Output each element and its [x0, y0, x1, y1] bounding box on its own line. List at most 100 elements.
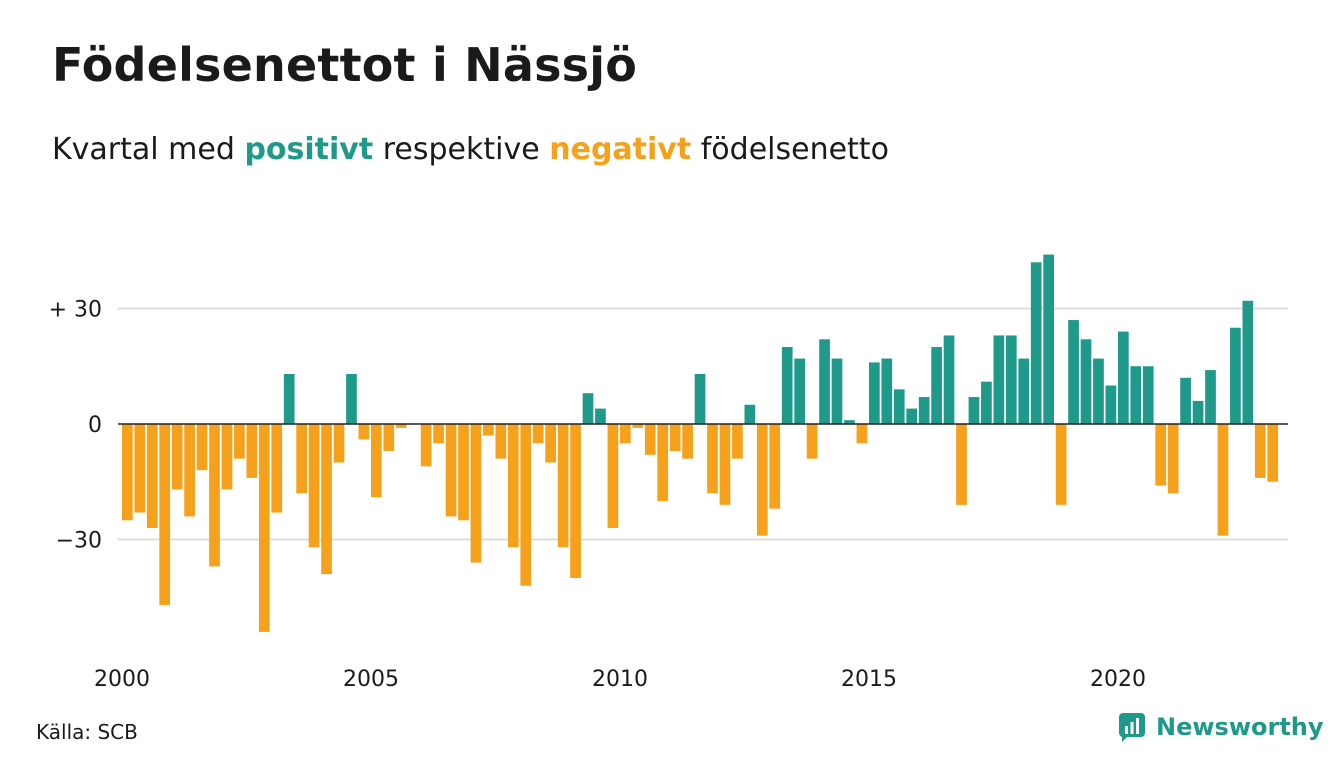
- x-tick-label: 2000: [94, 667, 150, 692]
- subtitle-suffix: födelsenetto: [700, 132, 889, 167]
- bar: [1130, 366, 1142, 424]
- bar: [943, 335, 955, 424]
- bars: [122, 254, 1279, 632]
- bar: [781, 347, 793, 424]
- bar: [1030, 262, 1042, 424]
- bar: [582, 393, 594, 424]
- bar: [1055, 424, 1067, 505]
- bar: [1093, 358, 1104, 424]
- bar: [371, 424, 382, 498]
- bar: [769, 424, 781, 509]
- chart-title: Födelsenettot i Nässjö: [52, 38, 638, 92]
- bar: [545, 424, 556, 463]
- bar: [358, 424, 370, 440]
- bar: [719, 424, 731, 505]
- bar: [458, 424, 469, 521]
- bar: [1267, 424, 1279, 482]
- bar: [732, 424, 743, 459]
- subtitle-middle: respektive: [382, 132, 540, 167]
- subtitle-positive-word: positivt: [244, 132, 374, 167]
- bar: [184, 424, 195, 517]
- bar: [483, 424, 494, 436]
- y-tick-label: 0: [88, 413, 102, 438]
- bar: [1155, 424, 1167, 486]
- bar: [420, 424, 432, 467]
- bar: [520, 424, 532, 586]
- x-tick-label: 2020: [1090, 667, 1146, 692]
- bar: [1230, 327, 1241, 424]
- bar: [1005, 335, 1017, 424]
- bar: [1118, 331, 1129, 424]
- bar: [283, 373, 295, 424]
- bar: [1043, 254, 1054, 424]
- bar: [1068, 320, 1079, 424]
- bar: [122, 424, 133, 521]
- bar: [296, 424, 307, 494]
- bar: [694, 373, 706, 424]
- bar: [507, 424, 519, 548]
- bar: [744, 404, 756, 424]
- bar: [856, 424, 868, 444]
- bar: [682, 424, 693, 459]
- bar: [271, 424, 283, 513]
- bar: [570, 424, 581, 578]
- bar: [321, 424, 332, 575]
- bar: [1142, 366, 1154, 424]
- bar: [794, 358, 805, 424]
- x-tick-label: 2005: [343, 667, 399, 692]
- bar: [333, 424, 345, 463]
- x-tick-label: 2015: [841, 667, 897, 692]
- bar: [956, 424, 967, 505]
- bar: [246, 424, 258, 478]
- bar: [1205, 370, 1216, 424]
- bar: [707, 424, 718, 494]
- source-note: Källa: SCB: [36, 720, 138, 744]
- bar: [906, 408, 918, 424]
- bar: [1242, 300, 1254, 424]
- bar: [756, 424, 768, 536]
- bar: [844, 420, 855, 424]
- bar: [146, 424, 158, 528]
- bar: [819, 339, 830, 424]
- bar: [595, 408, 606, 424]
- bar: [831, 358, 843, 424]
- bar: [1192, 400, 1204, 424]
- subtitle-negative-word: negativt: [549, 132, 692, 167]
- bar: [346, 373, 357, 424]
- brand-logo: Newsworthy: [1118, 712, 1324, 742]
- bar: [1254, 424, 1266, 478]
- y-tick-label: + 30: [49, 298, 102, 323]
- subtitle-prefix: Kvartal med: [52, 132, 235, 167]
- bar: [234, 424, 245, 459]
- bar: [557, 424, 569, 548]
- bar: [495, 424, 507, 459]
- bar: [196, 424, 208, 471]
- bar: [134, 424, 146, 513]
- newsworthy-logo-icon: [1119, 713, 1145, 742]
- bar: [433, 424, 444, 444]
- x-axis-labels: 2000 2005 2010 2015 2020: [94, 667, 1146, 692]
- bar: [383, 424, 395, 451]
- bar: [171, 424, 183, 490]
- bar: [1080, 339, 1092, 424]
- bar: [981, 381, 992, 424]
- bar: [470, 424, 482, 563]
- bar: [893, 389, 905, 424]
- bar: [644, 424, 656, 455]
- bar: [657, 424, 669, 501]
- bar: [1167, 424, 1179, 494]
- bar: [881, 358, 893, 424]
- bar: [395, 424, 407, 428]
- x-tick-label: 2010: [592, 667, 648, 692]
- bar: [669, 424, 681, 451]
- bar: [993, 335, 1005, 424]
- bar: [445, 424, 457, 517]
- bar: [209, 424, 220, 567]
- bar: [869, 362, 880, 424]
- bar: [532, 424, 544, 444]
- y-axis-labels: + 30 0 −30: [49, 298, 102, 554]
- bar: [159, 424, 171, 605]
- bar: [632, 424, 644, 428]
- bar: [607, 424, 619, 528]
